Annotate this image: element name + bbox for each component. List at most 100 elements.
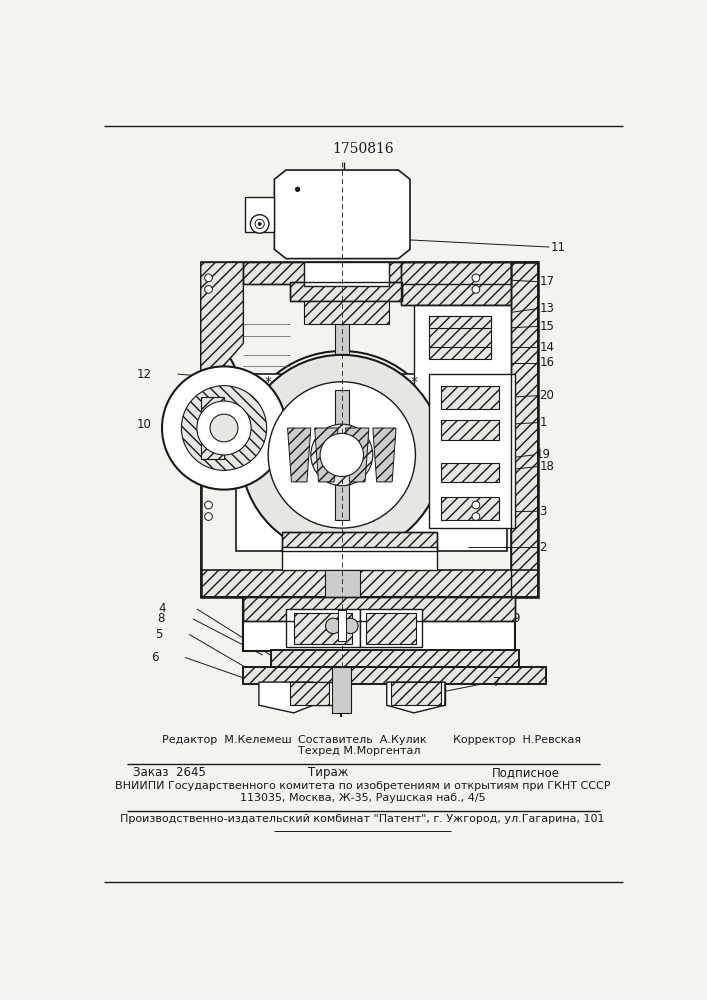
Text: ВНИИПИ Государственного комитета по изобретениям и открытиям при ГКНТ СССР: ВНИИПИ Государственного комитета по изоб… <box>115 781 610 791</box>
Text: 17: 17 <box>539 275 554 288</box>
Bar <box>414 305 510 459</box>
Polygon shape <box>387 682 445 713</box>
Text: 12: 12 <box>137 368 152 381</box>
Bar <box>243 262 510 284</box>
Text: 18: 18 <box>539 460 554 473</box>
Circle shape <box>197 401 251 455</box>
Bar <box>360 609 421 647</box>
Text: 9: 9 <box>513 612 520 625</box>
Circle shape <box>325 618 341 634</box>
Circle shape <box>320 433 363 477</box>
Text: 1: 1 <box>539 416 547 429</box>
Text: 16: 16 <box>539 356 554 369</box>
Bar <box>441 420 499 440</box>
Polygon shape <box>315 428 338 482</box>
Text: 5: 5 <box>155 628 162 641</box>
Bar <box>429 347 491 359</box>
Polygon shape <box>259 682 313 713</box>
Text: 10: 10 <box>137 418 152 431</box>
Bar <box>282 547 437 570</box>
Text: *: * <box>264 375 271 389</box>
Text: Тираж: Тираж <box>308 766 349 779</box>
Text: 113035, Москва, Ж-35, Раушская наб., 4/5: 113035, Москва, Ж-35, Раушская наб., 4/5 <box>240 793 486 803</box>
Text: Заказ  2645: Заказ 2645 <box>134 766 206 779</box>
Polygon shape <box>373 428 396 482</box>
Bar <box>245 197 274 232</box>
Bar <box>338 610 346 641</box>
Bar <box>201 397 224 459</box>
Bar <box>282 682 337 705</box>
Bar <box>243 597 515 620</box>
Text: Составитель  А.Кулик: Составитель А.Кулик <box>298 735 426 745</box>
Text: Техред М.Моргентал: Техред М.Моргентал <box>298 746 420 756</box>
Circle shape <box>204 274 212 282</box>
Bar <box>366 613 416 644</box>
Circle shape <box>250 215 269 233</box>
Circle shape <box>210 414 238 442</box>
Bar <box>510 262 538 597</box>
Text: 4: 4 <box>158 602 166 615</box>
Circle shape <box>472 501 480 509</box>
Circle shape <box>311 424 373 486</box>
Bar <box>201 262 538 597</box>
Bar <box>243 597 515 651</box>
Polygon shape <box>288 428 311 482</box>
Polygon shape <box>274 170 410 259</box>
Bar <box>271 650 518 667</box>
Bar <box>335 262 349 640</box>
Bar <box>441 497 499 520</box>
Bar <box>441 386 499 409</box>
Bar <box>304 262 389 286</box>
Text: 14: 14 <box>539 341 554 354</box>
Bar <box>387 682 445 705</box>
Bar <box>290 682 329 705</box>
Bar <box>391 682 441 705</box>
Circle shape <box>241 355 443 555</box>
Bar <box>402 262 510 305</box>
Bar <box>282 532 437 551</box>
Bar <box>510 262 538 597</box>
Text: 7: 7 <box>493 676 501 689</box>
Polygon shape <box>201 262 243 397</box>
Bar <box>243 667 546 684</box>
Bar <box>429 374 515 528</box>
Text: 2: 2 <box>539 541 547 554</box>
Text: Производственно-издательский комбинат "Патент", г. Ужгород, ул.Гагарина, 101: Производственно-издательский комбинат "П… <box>120 814 605 824</box>
Polygon shape <box>346 428 369 482</box>
Text: 6: 6 <box>151 651 158 664</box>
Bar <box>402 262 510 305</box>
Bar <box>286 609 360 647</box>
Text: 3: 3 <box>539 505 547 518</box>
Bar <box>235 374 507 551</box>
Bar <box>290 282 402 301</box>
Circle shape <box>296 187 300 192</box>
Text: 15: 15 <box>539 320 554 333</box>
Circle shape <box>258 222 261 225</box>
Text: Редактор  М.Келемеш: Редактор М.Келемеш <box>162 735 292 745</box>
Circle shape <box>472 513 480 520</box>
Circle shape <box>268 382 416 528</box>
Circle shape <box>472 286 480 293</box>
Bar <box>429 316 491 328</box>
Bar <box>282 532 437 551</box>
Bar <box>243 262 510 284</box>
Bar <box>325 570 360 601</box>
Bar <box>271 650 518 667</box>
Bar <box>290 282 402 301</box>
Circle shape <box>162 366 286 490</box>
Bar <box>335 389 349 520</box>
Text: Подписное: Подписное <box>492 766 560 779</box>
Bar <box>243 667 546 684</box>
Text: 20: 20 <box>539 389 554 402</box>
Bar <box>429 316 491 355</box>
Bar <box>201 570 538 597</box>
Bar <box>304 301 389 324</box>
Text: Корректор  Н.Ревская: Корректор Н.Ревская <box>452 735 580 745</box>
Bar <box>293 613 352 644</box>
Circle shape <box>204 286 212 293</box>
Text: 19: 19 <box>535 448 551 461</box>
Circle shape <box>204 513 212 520</box>
Text: 1750816: 1750816 <box>332 142 394 156</box>
Text: 8: 8 <box>157 612 164 625</box>
Text: 13: 13 <box>539 302 554 315</box>
